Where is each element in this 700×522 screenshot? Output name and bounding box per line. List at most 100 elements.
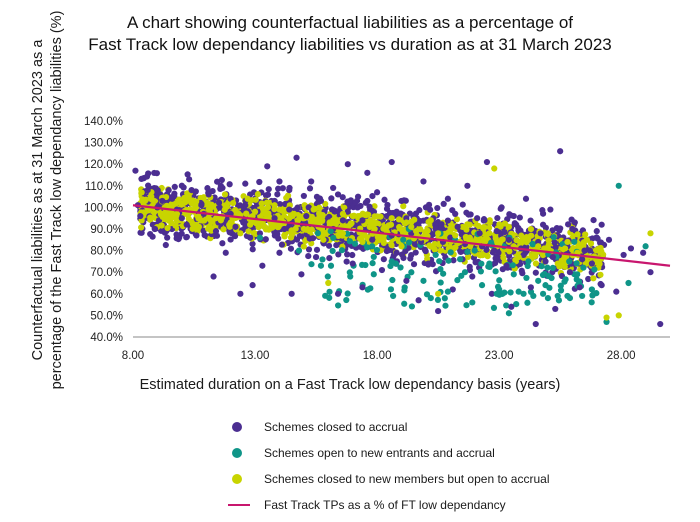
legend-label-open-to-new-entrants: Schemes open to new entrants and accrual [264, 446, 495, 460]
data-point [138, 189, 145, 196]
data-point [247, 234, 254, 241]
legend-item-closed-to-new-members: Schemes closed to new members but open t… [228, 466, 549, 492]
data-point [205, 215, 212, 222]
y-tick-label: 40.0% [90, 332, 123, 344]
data-point [173, 210, 181, 217]
data-point [525, 258, 532, 265]
data-point [503, 262, 510, 269]
data-point [620, 251, 627, 259]
x-axis-ticks: 8.00 13.00 18.00 23.00 28.00 [122, 350, 636, 362]
data-point [177, 200, 184, 207]
data-point [354, 193, 362, 200]
data-point [390, 292, 397, 300]
data-point [217, 182, 224, 189]
data-point [498, 236, 505, 243]
data-point [319, 256, 326, 263]
data-point [327, 262, 335, 269]
data-point [588, 299, 595, 306]
data-point [159, 197, 166, 205]
data-point [411, 216, 418, 223]
data-point [506, 252, 513, 260]
data-point [359, 217, 366, 224]
data-point [271, 197, 278, 205]
legend-marker-closed-to-new-members [232, 474, 242, 484]
data-point [494, 214, 501, 222]
data-point [550, 234, 557, 241]
data-point [523, 274, 530, 282]
data-point [408, 223, 415, 230]
data-point [522, 195, 530, 202]
data-point [427, 295, 434, 302]
data-point [561, 245, 569, 252]
data-point [486, 230, 493, 237]
data-point [344, 208, 351, 215]
data-point [162, 241, 169, 249]
data-point [212, 215, 220, 222]
data-point [138, 175, 145, 183]
y-tick-label: 90.0% [90, 224, 123, 236]
data-point [539, 221, 547, 228]
data-point [312, 253, 320, 261]
data-point [389, 276, 396, 284]
legend-item-fast-track-line: Fast Track TPs as a % of FT low dependan… [228, 492, 549, 518]
data-point [657, 320, 664, 328]
data-point [557, 287, 565, 294]
data-point [212, 228, 220, 235]
data-point [151, 225, 159, 233]
data-point [505, 310, 512, 317]
data-point [625, 279, 632, 287]
data-point [452, 244, 459, 251]
data-point [344, 161, 351, 168]
data-point [477, 268, 484, 275]
data-point [249, 240, 256, 247]
data-point [469, 299, 476, 306]
data-point [425, 260, 432, 267]
chart-title-line-1: A chart showing counterfactual liabiliti… [126, 13, 574, 32]
data-point [585, 275, 592, 283]
data-point [553, 225, 560, 232]
data-point [437, 225, 445, 232]
data-point [583, 236, 591, 243]
data-point [359, 231, 366, 238]
data-point [369, 260, 376, 267]
trend-lines [132, 204, 671, 267]
data-point [571, 219, 578, 226]
data-point [232, 223, 239, 230]
data-point [554, 260, 561, 267]
data-point [569, 225, 576, 233]
data-point [463, 209, 470, 216]
data-point [582, 231, 589, 238]
data-point [343, 258, 350, 265]
x-tick-label: 28.00 [607, 350, 636, 362]
data-point [138, 224, 145, 231]
data-point [566, 269, 574, 276]
data-point [466, 221, 473, 228]
data-point [384, 201, 391, 209]
data-point [193, 198, 200, 205]
data-point [400, 203, 407, 210]
data-point [208, 227, 215, 234]
data-point [265, 226, 272, 233]
data-point [168, 195, 176, 202]
data-point [349, 212, 356, 220]
data-point [509, 262, 516, 269]
data-point [486, 260, 493, 267]
data-points [132, 148, 664, 328]
data-point [205, 191, 212, 198]
data-point [378, 266, 386, 274]
data-point [527, 225, 535, 233]
data-point [256, 178, 263, 186]
data-point [183, 234, 190, 241]
data-point [471, 247, 478, 254]
data-point [566, 258, 573, 265]
data-point [186, 176, 193, 183]
data-point [326, 288, 333, 295]
data-point [496, 286, 503, 293]
data-point [513, 221, 520, 228]
data-point [539, 290, 547, 297]
data-point [413, 228, 420, 235]
data-point [593, 228, 600, 235]
data-point [294, 204, 301, 211]
data-point [227, 236, 234, 243]
data-point [287, 245, 295, 252]
